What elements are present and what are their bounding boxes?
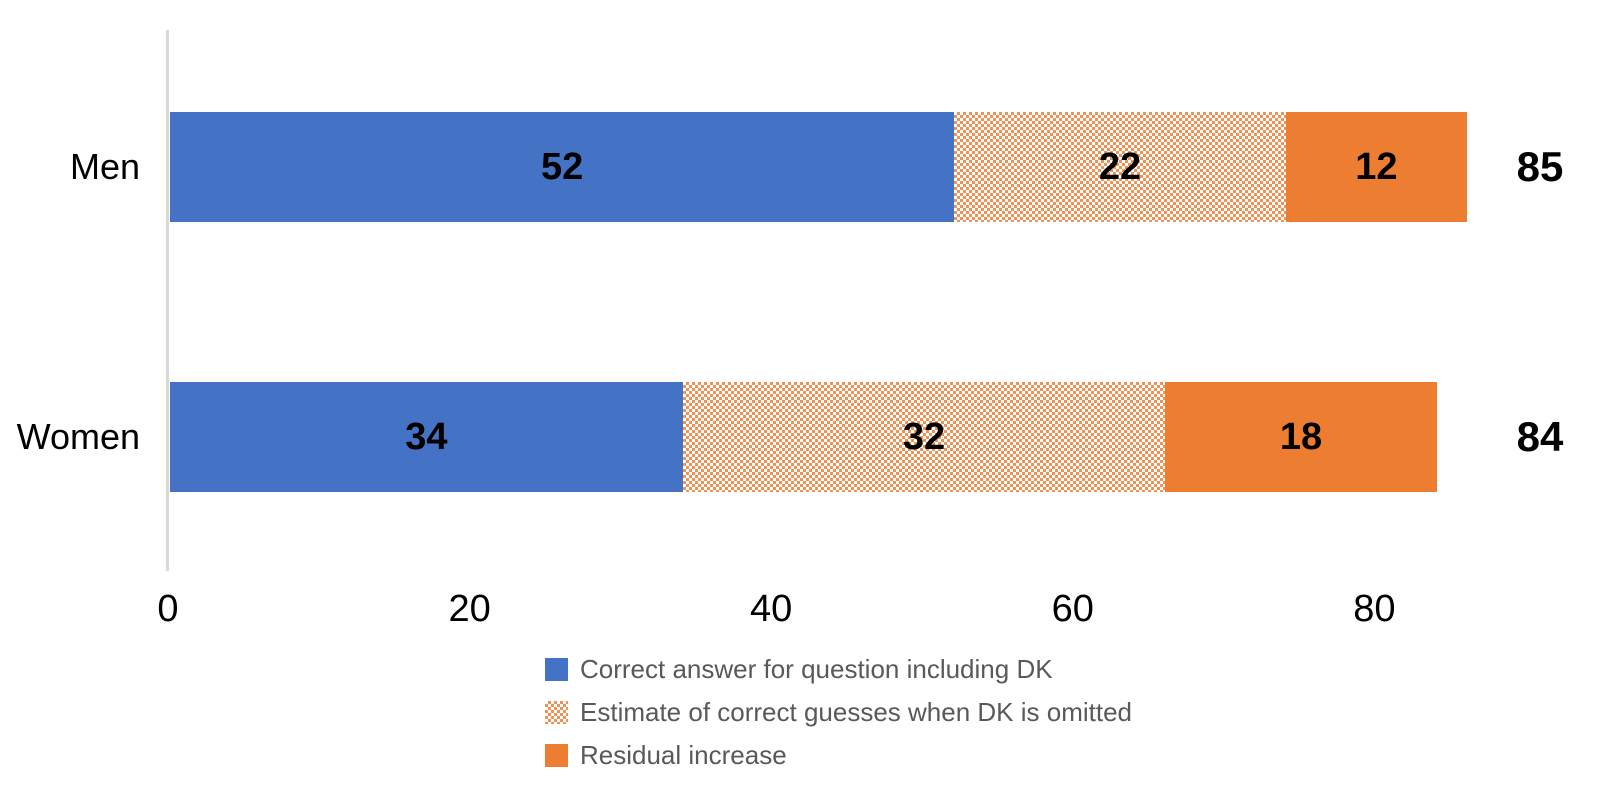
x-axis-tick-80: 80: [1353, 588, 1396, 630]
x-axis-tick-40: 40: [750, 588, 793, 630]
total-label-women: 84: [1516, 413, 1564, 460]
bar-value-label: 18: [1279, 415, 1323, 458]
bar-segment-men-series2: 22: [954, 112, 1286, 222]
bar-value-label: 12: [1355, 145, 1398, 188]
legend-label: Residual increase: [580, 740, 787, 770]
legend-label: Estimate of correct guesses when DK is o…: [580, 697, 1133, 727]
legend-item-3: Residual increase: [545, 734, 1132, 777]
legend-marker-icon: [545, 744, 568, 767]
bar-segment-women-series3: 18: [1165, 382, 1437, 492]
category-label-men: Men: [69, 146, 140, 187]
bar-segment-men-series1: 52: [170, 112, 955, 222]
legend-item-2: Estimate of correct guesses when DK is o…: [545, 691, 1132, 734]
y-axis-line: [166, 30, 169, 571]
bar-value-label: 32: [902, 415, 946, 458]
legend-label: Correct answer for question including DK: [580, 654, 1053, 684]
legend-marker-icon: [545, 658, 568, 681]
category-label-women: Women: [16, 416, 140, 457]
bar-value-label: 22: [1098, 145, 1142, 188]
bar-value-label: 52: [540, 145, 584, 188]
bar-value-label: 34: [405, 415, 448, 458]
legend-marker-icon: [545, 701, 568, 724]
bar-segment-women-series2: 32: [682, 382, 1166, 492]
x-axis-tick-0: 0: [157, 588, 179, 630]
legend-item-1: Correct answer for question including DK: [545, 648, 1132, 691]
bar-segment-women-series1: 34: [170, 382, 683, 492]
legend: Correct answer for question including DK…: [545, 648, 1132, 777]
bar-segment-men-series3: 12: [1285, 112, 1467, 222]
x-axis-tick-20: 20: [448, 588, 491, 630]
x-axis-tick-60: 60: [1051, 588, 1094, 630]
total-label-men: 85: [1516, 143, 1564, 190]
